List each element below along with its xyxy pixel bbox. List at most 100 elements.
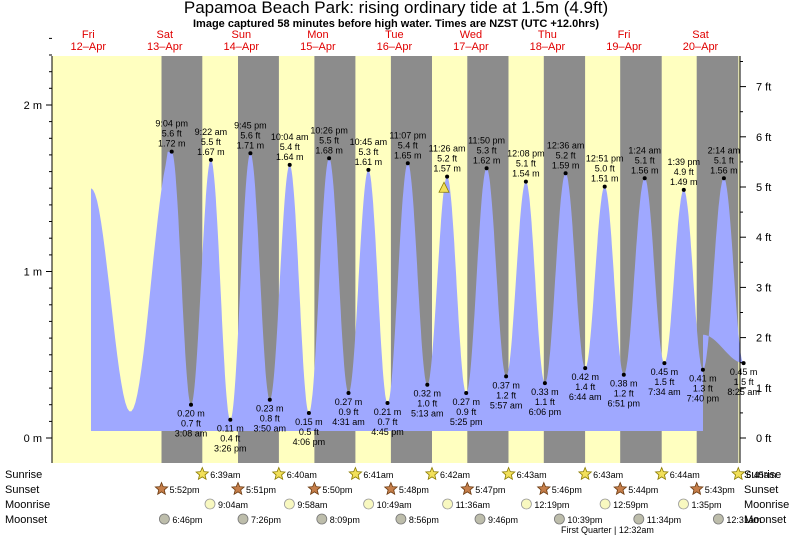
tide-time-label: 11:07 pm (389, 130, 426, 140)
day-label: Sat (692, 29, 709, 41)
right-tick-label: 5 ft (756, 182, 771, 194)
current-tide-marker (438, 181, 450, 193)
day-label: Tue (385, 29, 404, 41)
moonset-time: 8:56pm (409, 515, 439, 525)
moonset-time: 12:31am (726, 515, 761, 525)
moonrise-icon (678, 498, 689, 510)
tide-m-label: 0.38 m (610, 379, 638, 389)
moonset-time: 9:46pm (488, 515, 518, 525)
moonset-time: 6:46pm (172, 515, 202, 525)
high-tide-point (563, 171, 568, 176)
sunrise-time: 6:43am (517, 470, 547, 480)
tide-ft-label: 1.3 ft (693, 384, 714, 394)
tide-m-label: 1.61 m (355, 157, 383, 167)
tide-ft-label: 5.4 ft (280, 142, 301, 152)
moonset-time: 11:34pm (647, 515, 681, 525)
tide-time-label: 11:50 pm (468, 135, 505, 145)
tide-time-label: 1:39 pm (668, 157, 701, 167)
low-tide-point (741, 361, 746, 366)
sunset-time: 5:52pm (170, 485, 200, 495)
high-tide-point (169, 149, 174, 154)
sunset-time: 5:48pm (399, 485, 429, 495)
high-tide-point (721, 176, 726, 181)
sunrise-row-label-right: Sunrise (744, 469, 781, 481)
day-label: Sat (157, 29, 174, 41)
moonset-icon (554, 513, 565, 525)
tide-ft-label: 1.2 ft (496, 390, 517, 400)
tide-ft-label: 5.2 ft (437, 154, 458, 164)
tide-ft-label: 0.7 ft (181, 419, 202, 429)
tide-ft-label: 5.4 ft (398, 140, 419, 150)
sunrise-time: 6:41am (363, 470, 393, 480)
tide-area (91, 151, 744, 431)
moonset-icon (316, 513, 328, 525)
moonset-row-label-right: Moonset (744, 514, 786, 526)
sunset-icon (460, 481, 475, 496)
sunset-icon (383, 481, 399, 496)
sunrise-time: 6:44am (670, 470, 700, 480)
tide-m-label: 0.20 m (177, 409, 205, 419)
tide-time-label: 9:45 pm (234, 120, 267, 130)
tide-time-label: 5:57 am (490, 400, 523, 410)
moonset-time: 10:39pm (567, 515, 602, 525)
tide-ft-label: 1.5 ft (734, 377, 755, 387)
day-label: Sun (232, 29, 252, 41)
sunrise-icon (271, 466, 286, 481)
tide-time-label: 6:06 pm (529, 407, 562, 417)
tide-m-label: 0.33 m (531, 387, 559, 397)
tide-ft-label: 1.2 ft (614, 389, 635, 399)
tide-ft-label: 5.1 ft (714, 155, 735, 165)
moon-phase-label: First Quarter | 12:32am (561, 525, 654, 535)
tide-time-label: 12:08 pm (507, 149, 545, 159)
tide-ft-label: 5.5 ft (319, 135, 340, 145)
tide-m-label: 1.68 m (315, 145, 343, 155)
tide-time-label: 6:44 am (569, 392, 602, 402)
sunset-time: 5:47pm (475, 485, 505, 495)
high-tide-point (405, 161, 410, 166)
moonrise-row-label-right: Moonrise (744, 499, 789, 511)
tide-m-label: 0.32 m (414, 389, 442, 399)
tide-time-label: 6:51 pm (608, 399, 641, 409)
chart-subtitle: Image captured 58 minutes before high wa… (193, 18, 599, 30)
tide-time-label: 5:25 pm (450, 417, 483, 427)
tide-ft-label: 0.4 ft (220, 434, 241, 444)
tide-time-label: 9:22 am (195, 127, 228, 137)
tide-ft-label: 0.7 ft (377, 417, 398, 427)
sunrise-time: 6:45am (746, 470, 776, 480)
tide-ft-label: 0.8 ft (260, 414, 281, 424)
tide-m-label: 0.21 m (374, 407, 402, 417)
axes: 0 m 1 m 2 m 0 ft 1 ft 2 ft 3 ft 4 ft 5 ft 6 ft 7 f… (24, 29, 771, 463)
tide-time-label: 4:06 pm (293, 437, 326, 447)
high-tide-point (484, 166, 489, 171)
sunrise-time: 6:43am (593, 470, 623, 480)
moonset-icon (474, 513, 486, 525)
tide-time-label: 2:14 am (708, 145, 741, 155)
low-tide-point (504, 374, 509, 379)
tide-labels: 9:04 pm5.6 ft1.72 m0.20 m0.7 ft3:08 am9:… (155, 119, 759, 454)
tide-m-label: 1.72 m (158, 139, 186, 149)
tide-m-label: 1.54 m (512, 169, 540, 179)
sunset-time: 5:46pm (552, 485, 582, 495)
left-tick-label: 2 m (24, 100, 42, 112)
sunrise-row-label: Sunrise (5, 469, 42, 481)
tide-m-label: 1.59 m (552, 160, 580, 170)
moonrise-icon (283, 498, 295, 510)
tide-ft-label: 0.9 ft (338, 407, 359, 417)
moonset-icon (713, 513, 724, 525)
moonrise-icon (204, 498, 216, 510)
tide-ft-label: 1.4 ft (575, 382, 596, 392)
sunset-time: 5:43pm (705, 485, 735, 495)
moonset-icon (237, 513, 249, 525)
date-label: 13–Apr (147, 41, 183, 53)
moonrise-icon (363, 498, 375, 510)
tide-m-label: 1.62 m (473, 155, 501, 165)
tide-time-label: 8:25 am (727, 387, 760, 397)
low-tide-point (583, 366, 588, 371)
tide-m-label: 0.11 m (217, 424, 244, 434)
low-tide-point (621, 372, 626, 377)
sunrise-icon (195, 466, 210, 481)
moonrise-time: 9:58am (297, 500, 327, 510)
right-tick-label: 0 ft (756, 433, 771, 445)
tide-time-label: 12:36 am (547, 140, 585, 150)
